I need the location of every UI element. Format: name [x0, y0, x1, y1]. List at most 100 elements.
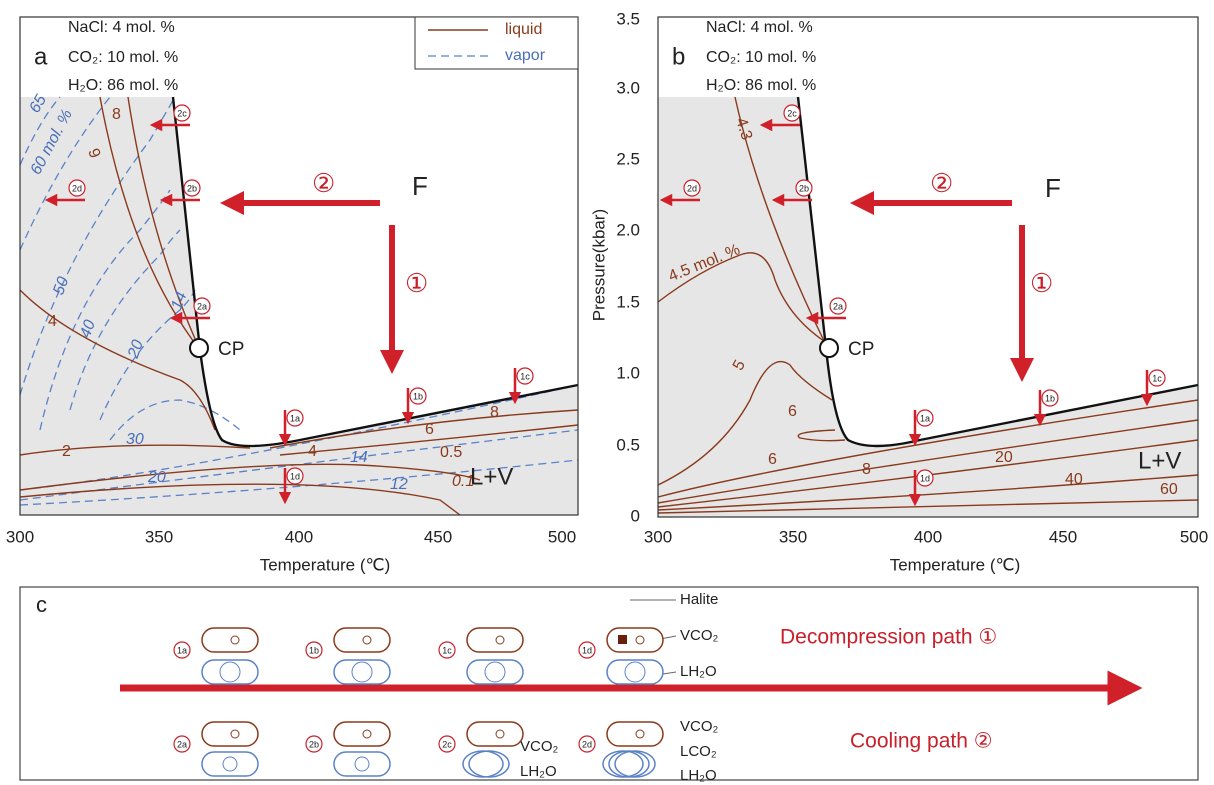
station-label: 1d: [582, 645, 592, 655]
y-tick-label: 0: [631, 506, 640, 525]
legend-label: vapor: [505, 47, 546, 64]
panel-a: liquid vapor a NaCl: 4 mol. % CO₂: 10 mo…: [6, 17, 578, 574]
station-label: 1b: [413, 391, 423, 401]
inclusion-co2: [334, 752, 390, 776]
station-label: 1a: [920, 413, 930, 423]
panel-label: b: [672, 43, 685, 70]
x-tick-label: 400: [914, 527, 942, 546]
x-tick-label: 450: [424, 527, 452, 546]
cp-label: CP: [218, 339, 244, 360]
annotation: VCO₂: [680, 718, 719, 735]
station-label: 1a: [177, 645, 187, 655]
figure: liquid vapor a NaCl: 4 mol. % CO₂: 10 mo…: [0, 0, 1214, 785]
station-label: 2c: [442, 739, 452, 749]
liquid-contour-label: 4: [48, 313, 57, 330]
liquid-contour-label: 0.1: [452, 473, 474, 490]
composition: CO₂: 10 mol. %: [706, 49, 816, 66]
liquid-contour-label: 8: [490, 404, 499, 421]
composition: H₂O: 86 mol. %: [68, 77, 178, 94]
station-label: 1c: [520, 371, 530, 381]
liquid-contour-label: 2: [62, 443, 71, 460]
liquid-contour-label: 6: [768, 451, 777, 468]
legend: [415, 17, 578, 69]
inclusion-brine: [202, 722, 258, 746]
path-label: ②: [930, 168, 953, 198]
station-label: 1d: [920, 473, 930, 483]
x-tick-label: 400: [285, 527, 313, 546]
station-label: 2d: [72, 183, 82, 193]
inclusion-co2: [467, 660, 523, 684]
inclusion-brine: [334, 628, 390, 652]
annotation: LH₂O: [520, 763, 557, 780]
y-tick-label: 0.5: [616, 435, 640, 454]
path-label: ①: [405, 268, 428, 298]
station-label: 2c: [177, 108, 187, 118]
path-label: ②: [312, 168, 335, 198]
inclusion-brine: [202, 628, 258, 652]
panel-label: a: [34, 43, 48, 70]
station-label: 1c: [1152, 373, 1162, 383]
station-label: 2d: [687, 183, 697, 193]
vapor-contour-label: 14: [350, 449, 368, 466]
path-label: ①: [1030, 268, 1053, 298]
panel-frame: [20, 587, 1198, 780]
composition: CO₂: 10 mol. %: [68, 49, 178, 66]
inclusion-brine: [607, 722, 663, 746]
inclusion-brine: [467, 628, 523, 652]
station-label: 2b: [187, 183, 197, 193]
y-tick-label: 3.5: [616, 9, 640, 28]
region-label: L+V: [470, 463, 513, 490]
station-label: 2b: [309, 739, 319, 749]
vapor-contour-label: 12: [390, 476, 408, 493]
vapor-contour-label: 20: [147, 469, 166, 486]
inclusion-brine: [467, 722, 523, 746]
station-label: 2b: [799, 183, 809, 193]
inclusion-co2: [607, 660, 663, 684]
x-tick-label: 300: [6, 527, 34, 546]
x-tick-label: 500: [548, 527, 576, 546]
region-label: L+V: [1138, 447, 1181, 474]
annotation: LCO₂: [680, 743, 717, 760]
inclusion-co2: [202, 752, 258, 776]
inclusion-brine: [334, 722, 390, 746]
liquid-contour-label: 0.5: [440, 444, 462, 461]
liquid-contour-label: 6: [788, 403, 797, 420]
annotation: LH₂O: [680, 663, 717, 680]
halite: [618, 635, 627, 644]
annotation: VCO₂: [520, 738, 559, 755]
y-axis-title: Pressure(kbar): [589, 209, 608, 321]
liquid-contour-label: 8: [862, 461, 871, 478]
station-label: 2a: [833, 301, 843, 311]
field-label: F: [412, 171, 428, 201]
x-tick-label: 500: [1180, 527, 1208, 546]
station-label: 2d: [582, 739, 592, 749]
liquid-contour-label: 4: [308, 443, 317, 460]
liquid-contour-label: 8: [112, 106, 121, 123]
panel-label: c: [36, 592, 47, 617]
station-label: 2a: [177, 739, 187, 749]
x-axis-title: Temperature (℃): [260, 555, 391, 574]
liquid-contour-label: 6: [425, 421, 434, 438]
legend-label: liquid: [505, 21, 542, 38]
vapor-contour-label: 30: [126, 431, 144, 448]
liquid-contour-label: 40: [1065, 471, 1083, 488]
station-label: 2c: [787, 108, 797, 118]
station-label: 1a: [290, 413, 300, 423]
annotation: Halite: [680, 591, 718, 608]
inclusion-brine: [607, 628, 663, 652]
path-label: Cooling path ②: [850, 730, 993, 753]
inclusion-co2: [202, 660, 258, 684]
x-tick-label: 350: [779, 527, 807, 546]
x-axis-title: Temperature (℃): [890, 555, 1021, 574]
cp-label: CP: [848, 339, 874, 360]
station-label: 2a: [197, 301, 207, 311]
composition: H₂O: 86 mol. %: [706, 77, 816, 94]
liquid-contour-label: 20: [995, 449, 1013, 466]
critical-point: [820, 339, 838, 357]
annotation: VCO₂: [680, 627, 719, 644]
y-tick-label: 1.0: [616, 363, 640, 382]
station-label: 1b: [309, 645, 319, 655]
inclusion-co2: [334, 660, 390, 684]
y-tick-label: 2.0: [616, 220, 640, 239]
y-tick-label: 3.0: [616, 78, 640, 97]
